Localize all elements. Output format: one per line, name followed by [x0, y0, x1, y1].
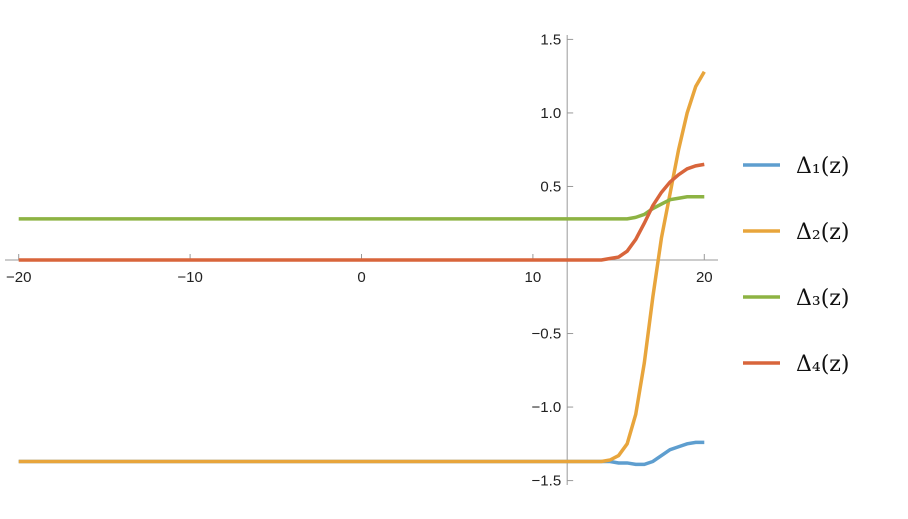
x-tick-label: 20: [696, 269, 713, 286]
y-tick-label: −1.0: [532, 399, 562, 416]
y-tick-label: 0.5: [540, 178, 561, 195]
legend-label: Δ₃(z): [796, 286, 849, 311]
x-tick-label: 10: [525, 269, 542, 286]
x-tick-label: −10: [177, 269, 202, 286]
y-tick-label: 1.5: [540, 31, 561, 48]
legend-label: Δ₂(z): [796, 220, 849, 245]
legend-label: Δ₁(z): [796, 154, 849, 179]
x-tick-label: 0: [357, 269, 365, 286]
y-tick-label: −1.5: [532, 473, 562, 490]
legend-label: Δ₄(z): [796, 352, 849, 377]
y-tick-label: −0.5: [532, 326, 562, 343]
line: [18, 70, 706, 464]
line: [18, 195, 705, 221]
x-tick-label: −20: [6, 269, 31, 286]
line: [18, 162, 705, 262]
y-tick-label: 1.0: [540, 105, 561, 122]
